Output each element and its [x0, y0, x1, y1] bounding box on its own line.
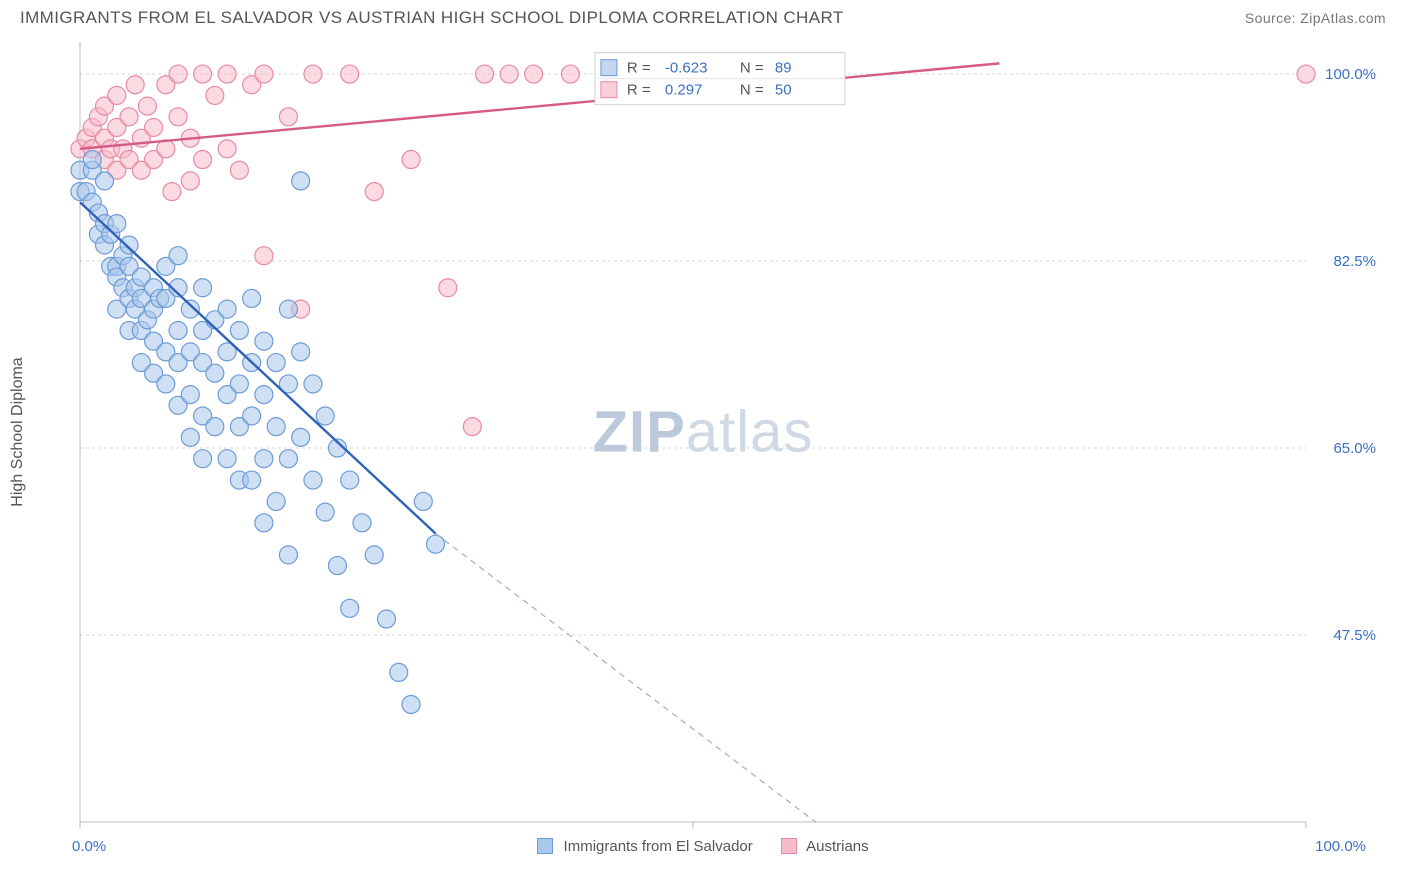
x-axis-min-label: 0.0%	[72, 838, 106, 855]
legend-label-a: Immigrants from El Salvador	[564, 838, 753, 855]
legend-item-a: Immigrants from El Salvador	[537, 838, 752, 855]
svg-text:47.5%: 47.5%	[1333, 627, 1376, 644]
svg-text:R =: R =	[627, 82, 651, 99]
chart-title: IMMIGRANTS FROM EL SALVADOR VS AUSTRIAN …	[20, 8, 844, 28]
legend-swatch-a	[537, 838, 553, 854]
chart-header: IMMIGRANTS FROM EL SALVADOR VS AUSTRIAN …	[0, 0, 1406, 32]
svg-text:50: 50	[775, 82, 792, 99]
svg-text:N =: N =	[740, 82, 764, 99]
chart-area: High School Diploma 47.5%65.0%82.5%100.0…	[20, 32, 1386, 832]
svg-text:65.0%: 65.0%	[1333, 440, 1376, 457]
x-axis-max-label: 100.0%	[1315, 838, 1366, 855]
legend-label-b: Austrians	[806, 838, 869, 855]
svg-text:R =: R =	[627, 60, 651, 77]
legend-swatch-b	[781, 838, 797, 854]
svg-text:100.0%: 100.0%	[1325, 66, 1376, 83]
svg-text:-0.623: -0.623	[665, 60, 708, 77]
svg-text:N =: N =	[740, 60, 764, 77]
legend-bottom: Immigrants from El Salvador Austrians	[537, 838, 868, 855]
svg-text:82.5%: 82.5%	[1333, 253, 1376, 270]
svg-text:0.297: 0.297	[665, 82, 703, 99]
legend-item-b: Austrians	[781, 838, 869, 855]
svg-text:89: 89	[775, 60, 792, 77]
chart-source: Source: ZipAtlas.com	[1245, 10, 1386, 26]
y-axis-label: High School Diploma	[9, 357, 27, 506]
chart-footer: 0.0% Immigrants from El Salvador Austria…	[0, 832, 1406, 855]
scatter-plot-svg: 47.5% 65.0% 82.5% 100.0% R = -0.623 N = 89 R = 0…	[20, 32, 1386, 832]
